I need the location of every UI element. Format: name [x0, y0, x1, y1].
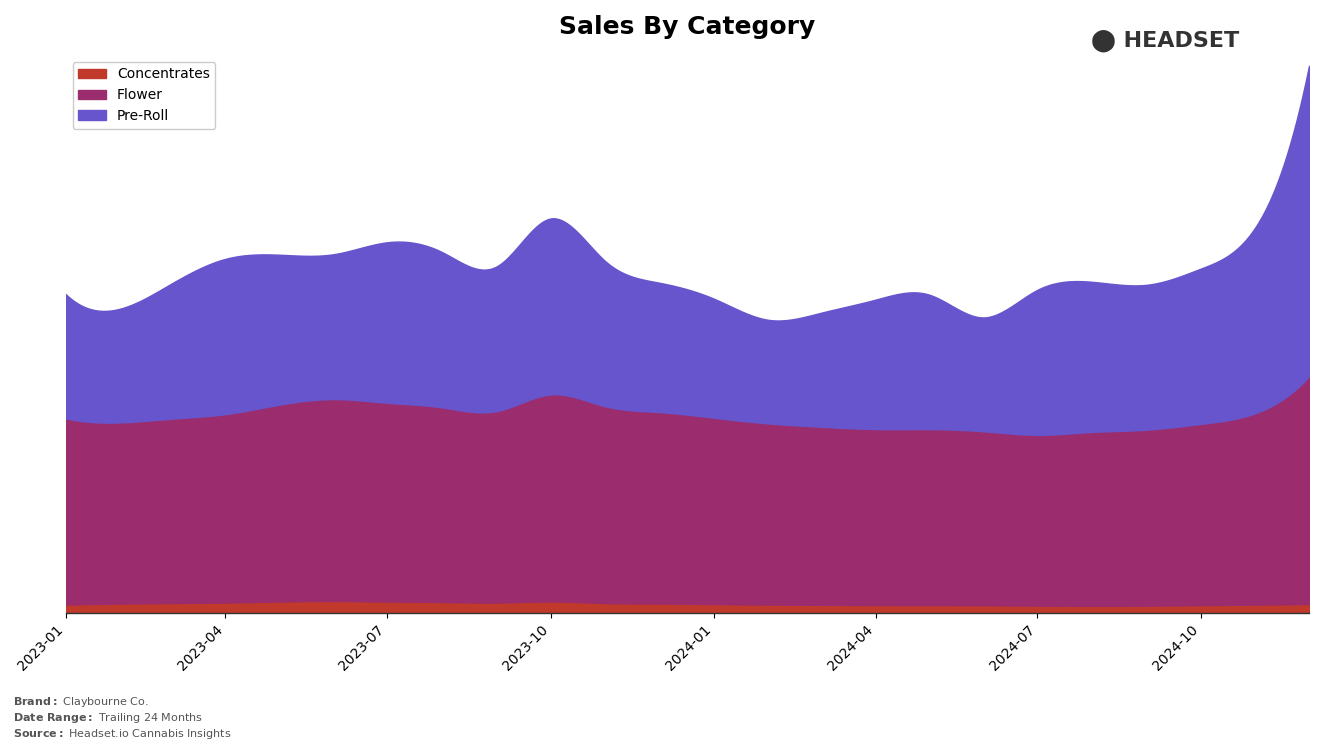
Text: $\bf{Brand:}$ Claybourne Co.
$\bf{Date\ Range:}$ Trailing 24 Months
$\bf{Source:: $\bf{Brand:}$ Claybourne Co. $\bf{Date\ … — [13, 695, 232, 741]
Text: ⬤ HEADSET: ⬤ HEADSET — [1091, 30, 1239, 52]
Title: Sales By Category: Sales By Category — [559, 15, 816, 39]
Legend: Concentrates, Flower, Pre-Roll: Concentrates, Flower, Pre-Roll — [73, 62, 216, 129]
